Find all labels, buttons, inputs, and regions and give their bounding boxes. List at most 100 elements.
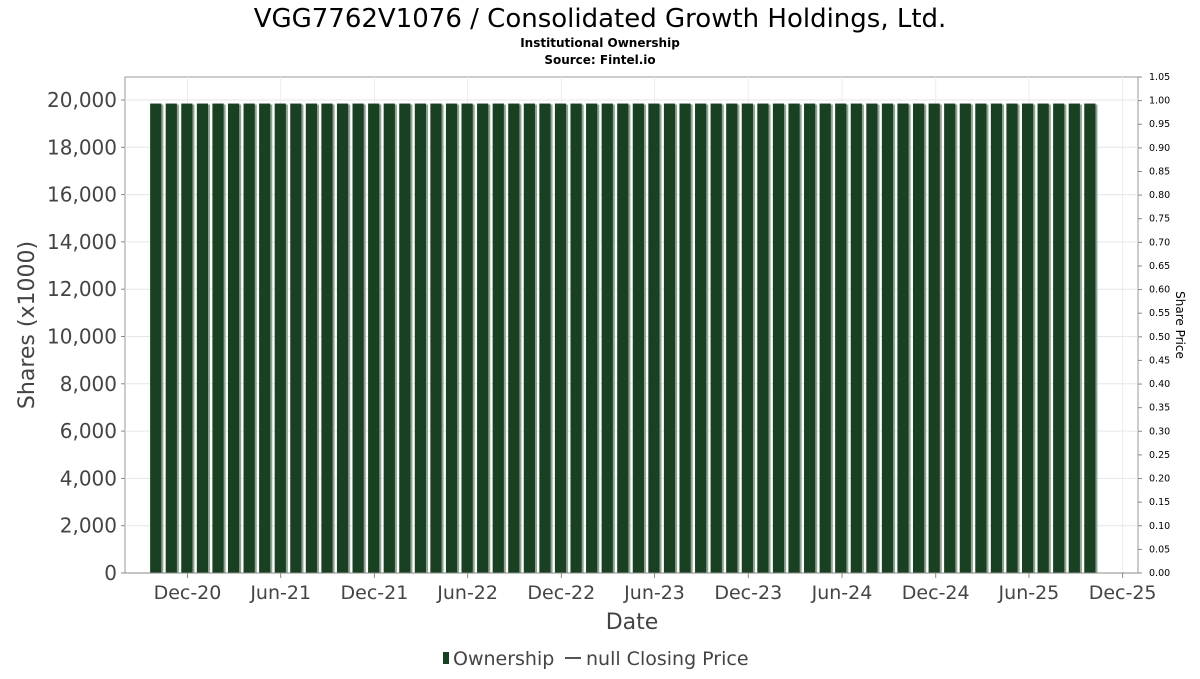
y2-tick-label: 0.60 bbox=[1149, 285, 1170, 296]
y2-axis: 0.00 0.05 0.10 0.15 0.20 0.25 0.30 0.35 0.40 0.45… bbox=[1138, 72, 1170, 579]
y2-tick-label: 0.35 bbox=[1149, 403, 1170, 414]
x-axis: Dec-20 Jun-21 Dec-21 Jun-22 Dec-22 Jun-23 Dec-… bbox=[125, 572, 1157, 604]
bar bbox=[788, 103, 800, 574]
bar bbox=[679, 103, 691, 574]
x-tick-label: Dec-24 bbox=[902, 582, 970, 604]
bar bbox=[352, 103, 364, 574]
x-tick-label: Dec-22 bbox=[527, 582, 595, 604]
bar bbox=[928, 103, 940, 574]
y2-tick-label: 0.25 bbox=[1149, 450, 1170, 461]
bar bbox=[461, 103, 473, 574]
y2-tick-label: 0.20 bbox=[1149, 474, 1170, 485]
x-tick-label: Dec-21 bbox=[341, 582, 409, 604]
x-tick-label: Jun-22 bbox=[436, 582, 498, 604]
y2-tick-label: 0.00 bbox=[1149, 568, 1170, 579]
bar bbox=[804, 103, 816, 574]
bar bbox=[695, 103, 707, 574]
y-tick-label: 8,000 bbox=[60, 372, 117, 396]
y-tick-label: 0 bbox=[104, 561, 117, 585]
bar bbox=[336, 103, 349, 574]
y2-tick-label: 0.45 bbox=[1149, 355, 1170, 366]
x-tick-label: Dec-23 bbox=[714, 582, 782, 604]
bar bbox=[1084, 103, 1096, 574]
bar bbox=[305, 103, 318, 574]
bar bbox=[913, 103, 925, 574]
y-tick-label: 16,000 bbox=[47, 183, 117, 207]
y2-tick-label: 0.65 bbox=[1149, 261, 1170, 272]
bar bbox=[492, 103, 504, 574]
bar bbox=[741, 103, 753, 574]
chart-source: Source: Fintel.io bbox=[544, 53, 655, 67]
bar bbox=[1021, 103, 1034, 574]
x-tick-label: Dec-20 bbox=[154, 582, 222, 604]
y2-tick-label: 0.55 bbox=[1149, 308, 1170, 319]
bar bbox=[445, 103, 458, 574]
y-tick-label: 10,000 bbox=[47, 325, 117, 349]
y2-tick-label: 1.05 bbox=[1149, 72, 1170, 83]
bar bbox=[165, 103, 177, 574]
bar bbox=[1068, 103, 1080, 574]
y2-tick-label: 0.70 bbox=[1149, 237, 1170, 248]
y2-tick-label: 0.40 bbox=[1149, 379, 1170, 390]
bar bbox=[554, 103, 567, 574]
bars bbox=[150, 103, 1098, 574]
y2-tick-label: 0.50 bbox=[1149, 332, 1170, 343]
bar bbox=[881, 103, 894, 574]
x-tick-label: Jun-24 bbox=[811, 582, 873, 604]
y-tick-label: 12,000 bbox=[47, 277, 117, 301]
bar bbox=[227, 103, 240, 574]
bar bbox=[1006, 103, 1018, 574]
bar bbox=[196, 103, 209, 574]
x-tick-label: Jun-25 bbox=[998, 582, 1060, 604]
x-tick-label: Jun-21 bbox=[249, 582, 311, 604]
bar bbox=[290, 103, 302, 574]
bar bbox=[523, 103, 535, 574]
y2-tick-label: 0.80 bbox=[1149, 190, 1170, 201]
y-tick-label: 20,000 bbox=[47, 88, 117, 112]
bar bbox=[274, 103, 286, 574]
y2-tick-label: 0.90 bbox=[1149, 143, 1170, 154]
bar bbox=[321, 103, 333, 574]
bar bbox=[632, 103, 644, 574]
bar bbox=[570, 103, 582, 574]
bar bbox=[430, 103, 442, 574]
y2-axis-label: Share Price bbox=[1173, 291, 1187, 359]
bar bbox=[181, 103, 193, 574]
chart-title: VGG7762V1076 / Consolidated Growth Holdi… bbox=[254, 4, 947, 34]
legend-label-ownership: Ownership bbox=[453, 648, 554, 670]
y-tick-label: 6,000 bbox=[60, 419, 117, 443]
bar bbox=[1053, 103, 1065, 574]
bar bbox=[959, 103, 971, 574]
y-tick-label: 4,000 bbox=[60, 466, 117, 490]
bar bbox=[850, 103, 862, 574]
bar bbox=[710, 103, 722, 574]
y2-tick-label: 0.05 bbox=[1149, 544, 1170, 555]
legend-label-closing-price: null Closing Price bbox=[586, 648, 749, 670]
bar bbox=[368, 103, 380, 574]
bar bbox=[835, 103, 847, 574]
bar bbox=[975, 103, 987, 574]
bar bbox=[617, 103, 629, 574]
bar bbox=[539, 103, 551, 574]
bar bbox=[586, 103, 598, 574]
bar bbox=[648, 103, 660, 574]
legend-swatch-ownership bbox=[443, 652, 449, 664]
y2-tick-label: 0.75 bbox=[1149, 214, 1170, 225]
x-axis-label: Date bbox=[606, 610, 659, 635]
x-tick-label: Dec-25 bbox=[1089, 582, 1157, 604]
bar bbox=[477, 103, 489, 574]
y-tick-label: 14,000 bbox=[47, 230, 117, 254]
y2-tick-label: 0.85 bbox=[1149, 166, 1170, 177]
bar bbox=[243, 103, 255, 574]
bar bbox=[508, 103, 520, 574]
y2-tick-label: 1.00 bbox=[1149, 96, 1170, 107]
y-tick-label: 18,000 bbox=[47, 135, 117, 159]
y2-tick-label: 0.10 bbox=[1149, 521, 1170, 532]
y-axis: 0 2,000 4,000 6,000 8,000 10,000 12,000 14,000 1… bbox=[47, 88, 125, 585]
bar bbox=[414, 103, 426, 574]
bar bbox=[819, 103, 831, 574]
y2-tick-label: 0.15 bbox=[1149, 497, 1170, 508]
y-tick-label: 2,000 bbox=[60, 514, 117, 538]
